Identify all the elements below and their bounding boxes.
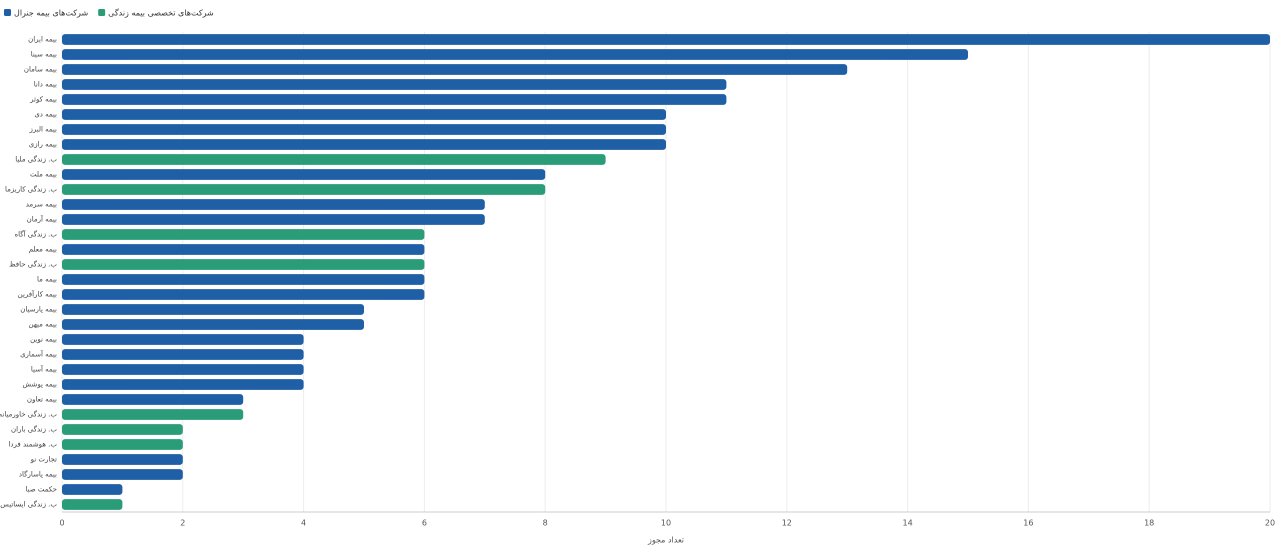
bar — [62, 34, 1270, 45]
bar — [62, 454, 183, 465]
bar — [62, 94, 727, 105]
x-tick-label: 8 — [543, 519, 548, 528]
bar — [62, 49, 968, 60]
y-tick-label: بیمه میهن — [28, 321, 57, 329]
x-tick-label: 18 — [1144, 519, 1154, 528]
bar — [62, 259, 425, 270]
bar — [62, 139, 666, 150]
y-tick-label: بیمه معلم — [29, 246, 57, 254]
y-tick-label: بیمه پارسیان — [20, 306, 57, 314]
bar — [62, 154, 606, 165]
x-tick-label: 14 — [903, 519, 913, 528]
bar — [62, 319, 364, 330]
bar — [62, 214, 485, 225]
y-tick-label: ب. زندگی ایساتیس — [0, 500, 57, 509]
bar — [62, 469, 183, 480]
bar — [62, 109, 666, 120]
y-tick-label: بیمه آرمان — [27, 215, 57, 224]
y-tick-label: بیمه آسماری — [20, 350, 57, 359]
x-tick-label: 4 — [301, 519, 306, 528]
bar — [62, 379, 304, 390]
x-tick-label: 16 — [1023, 519, 1033, 528]
y-tick-label: ب. هوشمند فردا — [8, 441, 57, 449]
y-tick-label: ب. زندگی کاریزما — [5, 185, 57, 194]
y-tick-label: بیمه سرمد — [26, 201, 57, 209]
y-tick-label: بیمه سامان — [24, 66, 57, 74]
y-tick-label: ب. زندگی آگاه — [14, 230, 57, 239]
x-tick-label: 0 — [59, 519, 64, 528]
x-tick-label: 12 — [782, 519, 792, 528]
bar — [62, 64, 848, 75]
legend-label: شرکت‌های تخصصی بیمه زندگی — [108, 8, 214, 18]
x-tick-label: 10 — [661, 519, 671, 528]
legend-swatch — [98, 9, 106, 16]
bar — [62, 274, 425, 285]
y-tick-label: بیمه پوشش — [23, 381, 57, 389]
bar — [62, 364, 304, 375]
y-tick-label: بیمه پاسارگاد — [19, 470, 57, 479]
x-tick-label: 2 — [180, 519, 185, 528]
y-tick-label: بیمه ما — [37, 276, 57, 284]
bar — [62, 169, 546, 180]
y-tick-label: بیمه کارآفرین — [18, 290, 57, 299]
bar — [62, 199, 485, 210]
y-tick-label: بیمه دانا — [34, 81, 57, 89]
bar — [62, 484, 123, 495]
y-tick-label: بیمه رازی — [29, 141, 57, 149]
y-tick-label: بیمه سینا — [31, 51, 57, 59]
legend-swatch — [4, 9, 11, 16]
y-tick-label: ب. زندگی باران — [11, 425, 57, 434]
y-tick-label: بیمه آسیا — [31, 365, 57, 374]
bar — [62, 79, 727, 90]
bar — [62, 229, 425, 240]
bar — [62, 349, 304, 360]
y-tick-label: بیمه ایران — [28, 36, 57, 44]
y-tick-label: بیمه تعاون — [27, 396, 57, 404]
y-tick-label: بیمه کوثر — [29, 96, 57, 104]
bar — [62, 304, 364, 315]
y-tick-label: ب. زندگی خاورمیانه — [0, 410, 57, 419]
bar — [62, 289, 425, 300]
y-tick-label: بیمه البرز — [28, 126, 57, 134]
bar — [62, 394, 244, 405]
bar — [62, 334, 304, 345]
legend-label: شرکت‌های بیمه جنرال — [14, 9, 88, 18]
y-tick-label: بیمه نوین — [30, 336, 57, 344]
bar — [62, 124, 666, 135]
bar — [62, 439, 183, 450]
x-tick-label: 6 — [422, 519, 427, 528]
bar — [62, 409, 244, 420]
bar — [62, 244, 425, 255]
bar — [62, 424, 183, 435]
y-tick-label: بیمه دی — [34, 111, 57, 119]
x-tick-label: 20 — [1265, 519, 1275, 528]
y-tick-label: تجارت نو — [30, 456, 57, 464]
y-tick-label: ب. زندگی حافظ — [9, 260, 57, 269]
bar — [62, 184, 546, 195]
y-tick-label: حکمت صبا — [25, 486, 57, 494]
bar — [62, 499, 123, 510]
y-tick-label: بیمه ملت — [30, 171, 57, 179]
x-axis-label: تعداد مجوز — [647, 536, 684, 545]
y-tick-label: ب. زندگی ملیا — [15, 155, 57, 164]
